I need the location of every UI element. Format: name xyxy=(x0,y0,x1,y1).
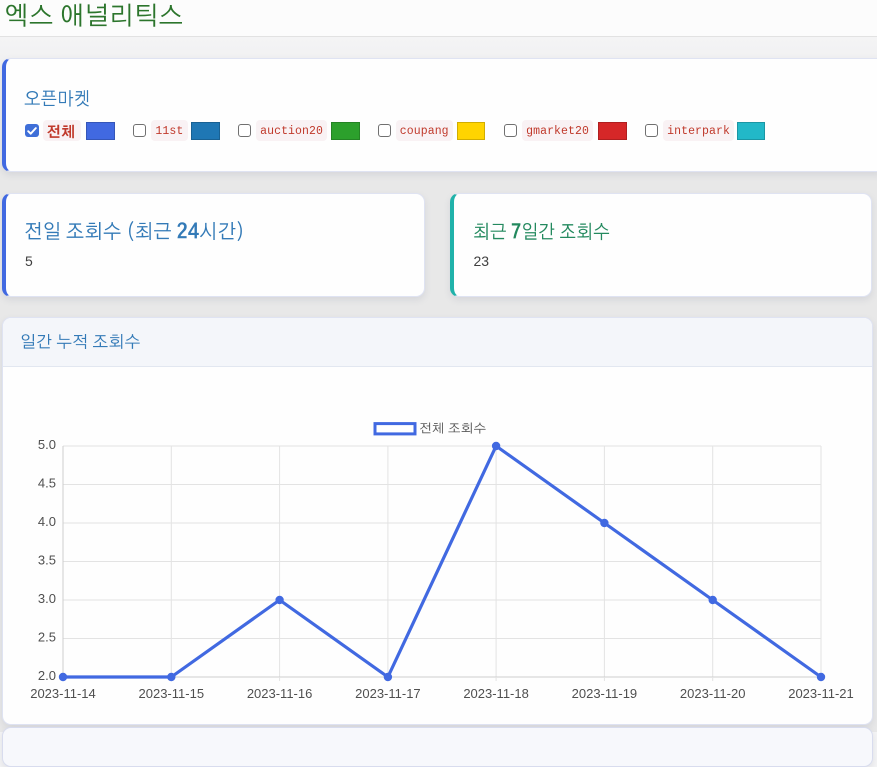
svg-text:5.0: 5.0 xyxy=(38,437,56,452)
svg-text:2023-11-21: 2023-11-21 xyxy=(788,686,854,701)
svg-text:2023-11-16: 2023-11-16 xyxy=(247,686,313,701)
svg-text:2023-11-15: 2023-11-15 xyxy=(139,686,205,701)
svg-text:2.5: 2.5 xyxy=(38,629,56,644)
svg-text:2.0: 2.0 xyxy=(38,668,56,683)
svg-text:2023-11-19: 2023-11-19 xyxy=(572,686,638,701)
svg-text:4.0: 4.0 xyxy=(38,514,56,529)
svg-text:2023-11-20: 2023-11-20 xyxy=(680,686,746,701)
svg-text:2023-11-14: 2023-11-14 xyxy=(30,686,96,701)
svg-text:2023-11-18: 2023-11-18 xyxy=(463,686,529,701)
svg-text:4.5: 4.5 xyxy=(38,475,56,490)
svg-text:3.0: 3.0 xyxy=(38,591,56,606)
svg-text:2023-11-17: 2023-11-17 xyxy=(355,686,421,701)
svg-text:3.5: 3.5 xyxy=(38,552,56,567)
